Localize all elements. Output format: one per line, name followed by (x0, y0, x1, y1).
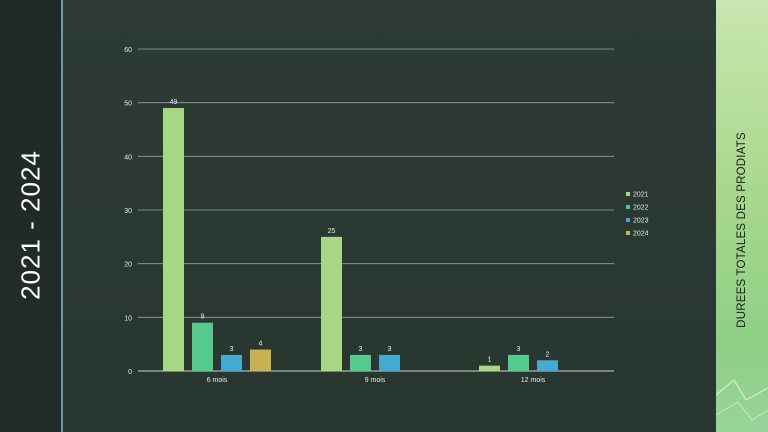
left-divider (61, 0, 63, 432)
y-tick-label: 40 (124, 154, 132, 161)
legend-label: 2023 (633, 218, 649, 225)
bar-2022 (508, 354, 529, 371)
left-title-panel (0, 0, 62, 432)
data-label: 3 (230, 346, 234, 353)
data-label: 25 (328, 228, 336, 235)
y-tick-label: 50 (124, 101, 132, 108)
y-tick-label: 20 (124, 262, 132, 269)
bar-2021 (163, 108, 184, 372)
data-label: 2 (546, 351, 550, 358)
bar-2022 (192, 322, 213, 371)
y-tick-label: 0 (128, 369, 132, 376)
data-label: 49 (170, 99, 178, 106)
data-label: 3 (359, 346, 363, 353)
legend-swatch-2021 (626, 192, 630, 196)
x-tick-label: 9 mois (365, 377, 386, 384)
decorative-lines (716, 379, 768, 421)
legend-swatch-2024 (626, 231, 630, 235)
slide-subject-title: DUREES TOTALES DES PRODIATS (736, 132, 748, 328)
y-tick-label: 30 (124, 208, 132, 215)
data-label: 3 (388, 346, 392, 353)
right-title-panel (716, 0, 768, 432)
bar-2023 (379, 354, 400, 371)
x-tick-label: 12 mois (521, 377, 546, 384)
legend-label: 2022 (633, 205, 649, 212)
bar-chart: 0 10 20 30 40 50 60 6 mois 49 9 3 4 9 mois 25 3 3 12 moi… (124, 47, 649, 384)
bar-2022 (350, 354, 371, 371)
bar-2023 (537, 360, 558, 371)
legend-swatch-2022 (626, 205, 630, 209)
y-tick-label: 60 (124, 47, 132, 54)
bar-2024 (250, 349, 271, 371)
data-label: 4 (259, 341, 263, 348)
x-tick-label: 6 mois (207, 377, 228, 384)
bar-2021 (321, 236, 342, 371)
data-label: 1 (488, 357, 492, 364)
bar-2023 (221, 354, 242, 371)
legend-label: 2024 (633, 231, 649, 238)
y-tick-label: 10 (124, 315, 132, 322)
legend-swatch-2023 (626, 218, 630, 222)
data-label: 3 (517, 346, 521, 353)
data-label: 9 (201, 314, 205, 321)
bar-2021 (479, 365, 500, 371)
legend-label: 2021 (633, 192, 649, 199)
